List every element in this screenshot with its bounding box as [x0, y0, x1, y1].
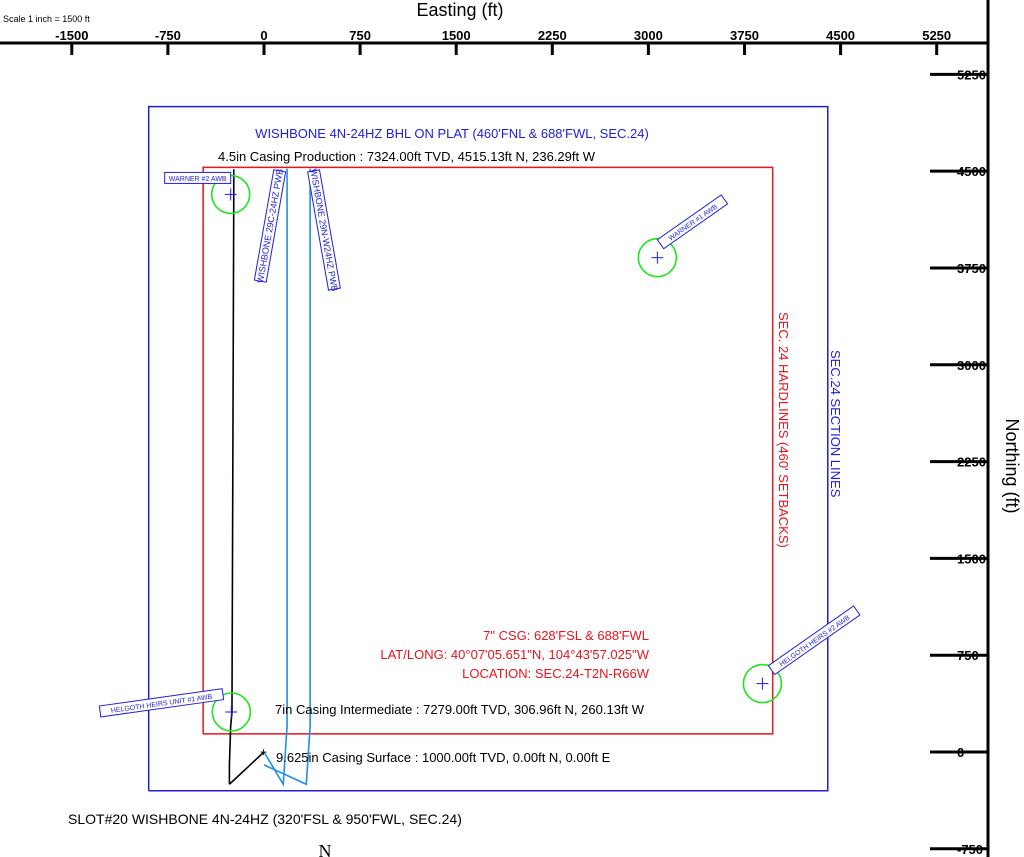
intermediate-casing-label: 7in Casing Intermediate : 7279.00ft TVD,… [275, 702, 645, 717]
y-tick-label: 4500 [957, 164, 986, 179]
surface-casing-label: 9.625in Casing Surface : 1000.00ft TVD, … [276, 750, 611, 765]
x-tick-label: 4500 [826, 28, 855, 43]
offset-well-label-box: HELGOTH HEIRS UNIT #1 AWB [98, 688, 225, 718]
offset-well-label: HELGOTH HEIRS #2 AWB [779, 614, 852, 668]
surface-marker: + [260, 745, 267, 759]
region-outline [202, 166, 774, 735]
well-path [263, 168, 311, 786]
x-tick-label: 750 [349, 28, 371, 43]
offset-well-circle [637, 237, 678, 278]
offset-well-circle [211, 692, 252, 732]
well-path [228, 169, 235, 785]
offset-well-label: WARNER #2 AWB [169, 176, 227, 183]
y-axis-title: Northing (ft) [1002, 418, 1022, 513]
y-tick-label: 750 [957, 648, 979, 663]
y-tick-label: 3750 [957, 261, 986, 276]
well-paths: + [228, 168, 311, 787]
north-arrow-label: N [319, 841, 332, 857]
well-29n-name-box: WISHBONE 29N-W24HZ PWB [307, 168, 341, 292]
y-tick-label: 1500 [957, 551, 986, 566]
well-29c-name: WISHBONE 29C-24HZ PWB [255, 168, 285, 284]
bhl-on-plat-label: WISHBONE 4N-24HZ BHL ON PLAT (460'FNL & … [255, 126, 649, 141]
offset-well-circle [742, 663, 783, 704]
latlong-label: LAT/LONG: 40°07'05.651"N, 104°43'57.025"… [380, 647, 649, 662]
x-tick-label: 3750 [730, 28, 759, 43]
x-tick-label: 3000 [634, 28, 663, 43]
x-tick-label: 2250 [538, 28, 567, 43]
well-path [228, 751, 265, 785]
well-29n-name: WISHBONE 29N-W24HZ PWB [308, 168, 339, 292]
location-label: LOCATION: SEC.24-T2N-R66W [462, 666, 650, 681]
offset-well-label: WARNER #1 AWB [668, 203, 720, 242]
boundary-regions [147, 105, 829, 792]
hardline-label: SEC. 24 HARDLINES (460' SETBACKS) [776, 312, 791, 548]
y-tick-label: 3000 [957, 358, 986, 373]
scale-note: Scale 1 inch = 1500 ft [3, 14, 90, 24]
y-axis-ticks: 5250 4500 3750 3000 2250 1500 750 0 -750 [930, 67, 988, 857]
x-tick-label: 0 [260, 28, 267, 43]
x-axis-title: Easting (ft) [416, 0, 503, 20]
offset-well-label-box: WARNER #2 AWB [164, 171, 232, 184]
offset-well-label-box: WARNER #1 AWB [656, 194, 729, 250]
production-casing-label: 4.5in Casing Production : 7324.00ft TVD,… [218, 149, 596, 164]
region-outline [147, 105, 829, 792]
y-tick-label: -750 [957, 842, 983, 857]
slot-label: SLOT#20 WISHBONE 4N-24HZ (320'FSL & 950'… [68, 811, 462, 827]
x-tick-label: -750 [155, 28, 181, 43]
csg-7-label: 7" CSG: 628'FSL & 688'FWL [483, 628, 649, 643]
well-29c-name-box: WISHBONE 29C-24HZ PWB [253, 168, 287, 284]
offset-well-label-box: HELGOTH HEIRS #2 AWB [767, 605, 861, 676]
y-tick-label: 2250 [957, 455, 986, 470]
section-line-label: SEC.24 SECTION LINES [828, 350, 843, 498]
y-tick-label: 5250 [957, 67, 986, 82]
x-tick-label: 5250 [922, 28, 951, 43]
y-tick-label: 0 [957, 745, 964, 760]
x-tick-label: -1500 [55, 28, 88, 43]
x-axis-ticks: -1500 -750 0 750 1500 2250 3000 3750 4500 5250 [55, 28, 951, 55]
x-tick-label: 1500 [442, 28, 471, 43]
well-path [263, 168, 288, 787]
